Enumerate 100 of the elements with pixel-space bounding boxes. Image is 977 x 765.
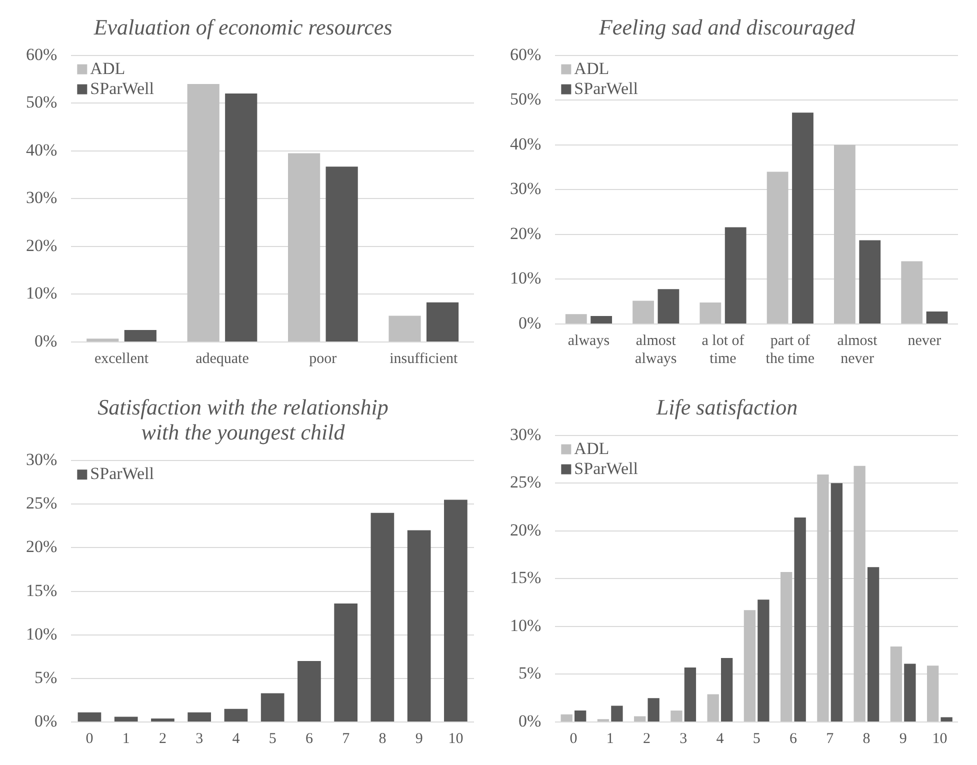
x-tick-label: 5 [752, 730, 760, 747]
y-tick-label: 30% [510, 179, 542, 198]
legend-label: SParWell [574, 78, 638, 98]
x-tick-label: 10 [448, 730, 464, 747]
x-tick-label: 1 [606, 730, 614, 747]
y-tick-label: 10% [510, 268, 542, 288]
bar [388, 316, 421, 342]
bar [632, 300, 654, 324]
bar [830, 483, 843, 722]
legend-label: SParWell [90, 464, 154, 484]
x-tick-label: 0 [86, 730, 94, 747]
bar [574, 710, 586, 722]
bar [890, 646, 902, 722]
bar [444, 500, 468, 722]
x-tick-label: 6 [789, 730, 798, 747]
bar [188, 712, 212, 722]
x-tick-label: 7 [826, 730, 834, 747]
x-tick-label: 0 [570, 730, 578, 747]
x-tick-label: 9 [899, 730, 907, 747]
y-tick-label: 5% [518, 664, 542, 683]
x-tick-label: almost never [837, 332, 878, 367]
bar [744, 610, 756, 722]
bar [151, 718, 174, 722]
bar [590, 316, 612, 324]
bar [794, 517, 806, 722]
y-tick-label: 15% [510, 568, 542, 588]
bar [114, 716, 138, 722]
x-tick-label: almost always [635, 332, 677, 367]
bar [225, 94, 258, 342]
y-tick-label: 20% [26, 537, 58, 556]
bar [426, 302, 459, 342]
bar [926, 666, 939, 722]
bar [187, 84, 220, 342]
bar [78, 712, 102, 722]
bar [86, 338, 119, 342]
bar [634, 716, 646, 722]
x-tick-label: excellent [94, 350, 150, 367]
chart-title: Satisfaction with the relationship with the youngest child [98, 394, 388, 445]
bar [224, 708, 248, 722]
y-tick-label: 10% [26, 284, 58, 303]
y-tick-label: 0% [34, 711, 58, 730]
bar [565, 314, 587, 324]
legend-label: ADL [574, 58, 610, 78]
y-tick-label: 20% [510, 520, 542, 540]
y-tick-label: 40% [510, 134, 542, 154]
x-tick-label: poor [309, 350, 337, 367]
bar [780, 572, 792, 722]
y-tick-label: 10% [26, 624, 58, 644]
bar [124, 330, 156, 342]
bar [670, 710, 682, 722]
bar [940, 717, 952, 722]
bar [758, 600, 770, 722]
bar [611, 706, 623, 722]
bar [707, 694, 719, 722]
bar [867, 567, 880, 722]
bar [854, 466, 866, 722]
y-tick-label: 10% [510, 616, 542, 635]
bar [407, 530, 431, 722]
y-tick-label: 25% [26, 494, 58, 513]
bar [326, 166, 358, 342]
bar [370, 512, 394, 722]
x-tick-label: insufficient [390, 350, 458, 367]
legend-label: SParWell [90, 78, 154, 98]
x-tick-label: 5 [268, 730, 276, 747]
y-tick-label: 0% [34, 331, 58, 350]
x-tick-label: 3 [196, 730, 204, 747]
bar [560, 714, 572, 722]
y-tick-label: 50% [26, 92, 58, 112]
y-tick-label: 60% [26, 44, 58, 64]
x-tick-label: a lot of time [702, 332, 744, 367]
bar [684, 668, 696, 722]
x-tick-label: 3 [680, 730, 688, 747]
chart-title: Feeling sad and discouraged [598, 14, 856, 40]
bar [658, 289, 680, 324]
y-tick-label: 20% [510, 224, 542, 243]
bar [926, 311, 948, 324]
legend-label: ADL [90, 58, 126, 78]
y-tick-label: 0% [518, 313, 542, 332]
legend-label: SParWell [574, 458, 638, 478]
bar [766, 172, 788, 324]
y-tick-label: 25% [510, 472, 542, 492]
y-tick-label: 60% [510, 44, 542, 64]
x-tick-label: 1 [122, 730, 130, 747]
bar [720, 658, 733, 722]
x-tick-label: part of the time [766, 332, 815, 367]
chart-title: Evaluation of economic resources [92, 14, 392, 40]
bar [859, 240, 881, 324]
y-tick-label: 15% [26, 580, 58, 600]
x-tick-label: adequate [196, 350, 250, 367]
x-tick-label: 10 [932, 730, 948, 747]
y-tick-label: 30% [26, 188, 58, 208]
x-tick-label: always [568, 332, 610, 349]
y-tick-label: 30% [26, 450, 58, 470]
bar [298, 661, 321, 722]
x-tick-label: 8 [862, 730, 870, 747]
x-tick-label: 4 [716, 730, 724, 747]
x-tick-label: 2 [158, 730, 166, 747]
bar [834, 144, 856, 324]
bar [792, 112, 814, 324]
bar [901, 261, 923, 324]
